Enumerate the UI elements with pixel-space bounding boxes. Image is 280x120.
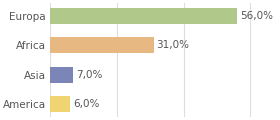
Text: 31,0%: 31,0% — [156, 40, 189, 50]
Text: 6,0%: 6,0% — [73, 99, 99, 109]
Bar — [50, 67, 73, 83]
Bar — [50, 96, 70, 112]
Text: 56,0%: 56,0% — [240, 11, 273, 21]
Bar — [50, 37, 154, 53]
Text: 7,0%: 7,0% — [76, 70, 102, 80]
Bar — [50, 8, 237, 24]
